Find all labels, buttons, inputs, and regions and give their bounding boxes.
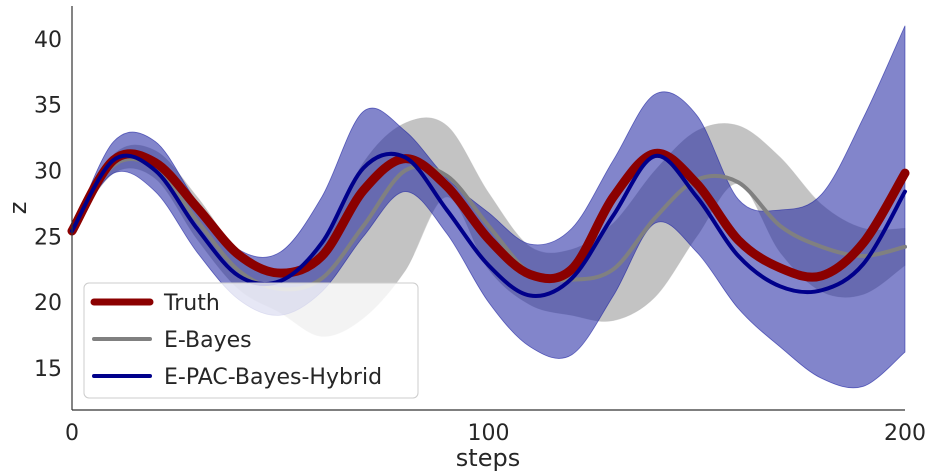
- y-tick-label: 35: [34, 94, 62, 119]
- line-truth: [67, 148, 910, 284]
- legend-frame: [83, 282, 419, 399]
- y-tick-label: 15: [34, 357, 62, 382]
- x-tick-label: 200: [884, 421, 926, 446]
- y-tick-label: 30: [34, 159, 62, 184]
- series-lines: [67, 148, 910, 298]
- y-tick-label: 20: [34, 291, 62, 316]
- tick-labels: 15 20 25 30 35 40 0 100 200: [34, 28, 926, 446]
- legend: Truth E-Bayes E-PAC-Bayes-Hybrid: [83, 282, 419, 399]
- line-e-bayes: [70, 157, 907, 292]
- x-tick-label: 0: [65, 421, 79, 446]
- x-tick-label: 100: [468, 421, 510, 446]
- x-axis-label: steps: [456, 444, 520, 472]
- legend-label-e-bayes: E-Bayes: [164, 328, 252, 353]
- axes: [71, 6, 905, 411]
- legend-label-truth: Truth: [163, 291, 220, 316]
- y-tick-label: 25: [34, 225, 62, 250]
- y-tick-label: 40: [34, 28, 62, 53]
- y-axis-label: z: [4, 202, 32, 215]
- line-e-pac-bayes-hybrid: [70, 151, 907, 298]
- legend-label-e-pac-bayes-hybrid: E-PAC-Bayes-Hybrid: [164, 365, 382, 390]
